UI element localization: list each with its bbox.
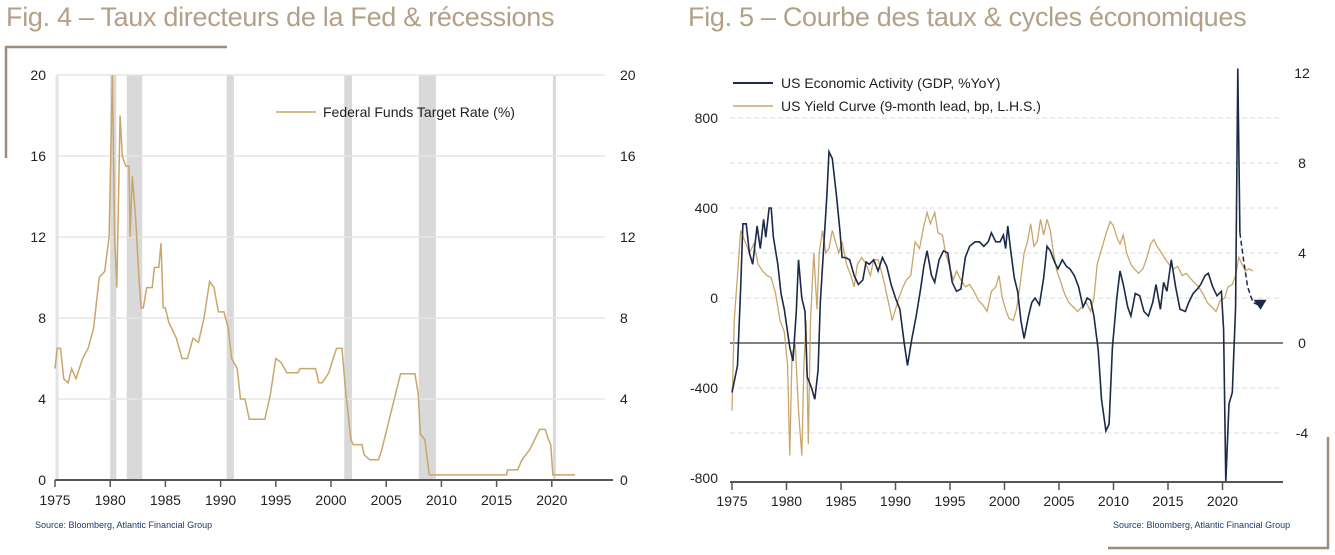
x-tick-label: 2005 — [371, 492, 402, 508]
y-tick-left: 4 — [38, 391, 46, 407]
legend-fed-funds: Federal Funds Target Rate (%) — [323, 104, 515, 120]
x-tick-label: 1985 — [825, 493, 856, 509]
recession-bar — [126, 75, 143, 480]
y-tick-left: 400 — [695, 200, 719, 216]
fig5-source: Source: Bloomberg, Atlantic Financial Gr… — [1113, 520, 1290, 530]
y-tick-right: 0 — [620, 472, 628, 488]
forecast-arrowhead — [1253, 299, 1267, 310]
y-tick-left: 0 — [710, 290, 718, 306]
x-tick-label: 2005 — [1043, 493, 1074, 509]
recession-bar — [552, 75, 556, 480]
fig4-legend: Federal Funds Target Rate (%) — [276, 104, 515, 120]
x-tick-label: 1995 — [260, 492, 291, 508]
fig5-title: Fig. 5 – Courbe des taux & cycles économ… — [688, 2, 1247, 32]
gdp-line — [731, 68, 1241, 483]
yield-curve-line — [731, 209, 1254, 456]
x-tick-label: 2020 — [1207, 493, 1238, 509]
y-tick-right: -4 — [1296, 425, 1309, 441]
y-tick-left: 12 — [30, 229, 46, 245]
gdp-forecast-line — [1239, 232, 1259, 306]
x-tick-label: 2010 — [426, 492, 457, 508]
recession-bar — [110, 75, 117, 480]
y-tick-right: 12 — [1294, 65, 1310, 81]
x-tick-label: 2010 — [1098, 493, 1129, 509]
y-tick-right: 20 — [620, 67, 636, 83]
x-tick-label: 1990 — [205, 492, 236, 508]
y-tick-right: 8 — [620, 310, 628, 326]
x-tick-label: 1975 — [39, 492, 70, 508]
x-tick-label: 2020 — [536, 492, 567, 508]
recession-bar — [418, 75, 436, 480]
fig4-source: Source: Bloomberg, Atlantic Financial Gr… — [35, 520, 212, 530]
x-tick-label: 1980 — [771, 493, 802, 509]
y-tick-left: -400 — [690, 380, 718, 396]
yield-curve-chart: 800 400 0 -400 -800 12 8 4 0 -4 1975 1980 1985 1990 19… — [690, 65, 1310, 509]
y-tick-left: 800 — [695, 110, 719, 126]
x-tick-label: 2000 — [989, 493, 1020, 509]
y-tick-right: 4 — [620, 391, 628, 407]
y-tick-right: 0 — [1298, 335, 1306, 351]
x-tick-label: 1980 — [95, 492, 126, 508]
x-tick-label: 1975 — [716, 493, 747, 509]
fig5-legend: US Economic Activity (GDP, %YoY) US Yiel… — [733, 75, 1041, 114]
y-tick-right: 16 — [620, 148, 636, 164]
y-tick-left: 16 — [30, 148, 46, 164]
fig4-title: Fig. 4 – Taux directeurs de la Fed & réc… — [6, 2, 555, 32]
y-tick-right: 4 — [1298, 245, 1306, 261]
x-tick-label: 1990 — [880, 493, 911, 509]
recession-bar — [344, 75, 352, 480]
fed-funds-line — [54, 74, 575, 476]
recession-bar — [226, 75, 234, 480]
x-tick-label: 1995 — [934, 493, 965, 509]
x-tick-label: 2015 — [1152, 493, 1183, 509]
legend-yield-curve: US Yield Curve (9-month lead, bp, L.H.S.… — [781, 98, 1041, 114]
y-tick-left: 20 — [30, 67, 46, 83]
x-tick-label: 1985 — [150, 492, 181, 508]
y-tick-right: 12 — [620, 229, 636, 245]
x-tick-label: 2015 — [481, 492, 512, 508]
y-tick-right: 8 — [1298, 155, 1306, 171]
y-tick-left: -800 — [690, 470, 718, 486]
x-tick-label: 2000 — [315, 492, 346, 508]
y-tick-left: 0 — [38, 472, 46, 488]
legend-gdp: US Economic Activity (GDP, %YoY) — [781, 75, 1000, 91]
y-tick-left: 8 — [38, 310, 46, 326]
